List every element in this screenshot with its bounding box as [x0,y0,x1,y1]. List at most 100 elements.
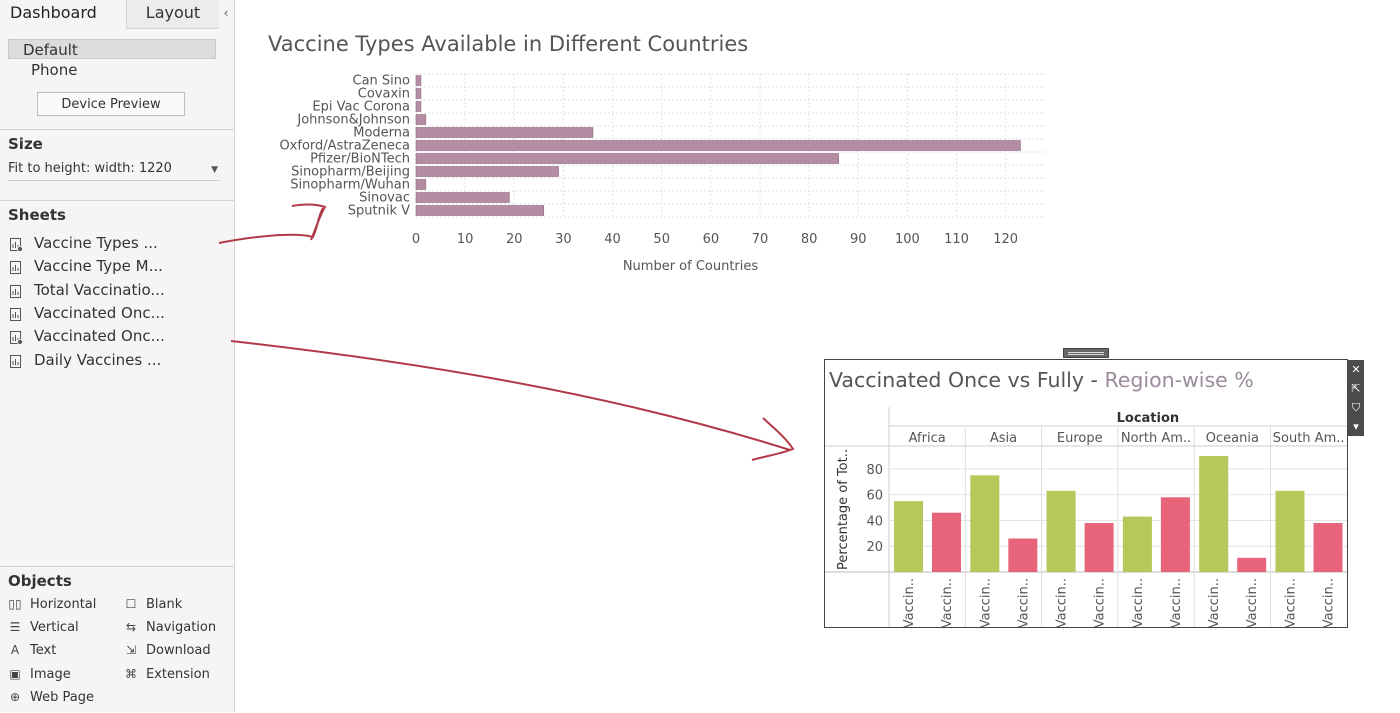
bar [415,166,559,177]
tab-layout[interactable]: Layout [126,0,219,29]
sheet-icon [10,259,22,275]
object-text[interactable]: A Text [8,640,56,660]
sheet-item-label: Total Vaccinatio... [34,280,165,299]
filter-icon[interactable]: ⛉ [1351,401,1361,414]
sheet-item-label: Vaccine Type M... [34,257,163,276]
bar [415,192,510,203]
bar [415,205,545,216]
x-tick-label: 20 [506,232,523,247]
bar [1199,456,1229,572]
object-blank[interactable]: ☐ Blank [124,594,183,614]
x-tick-label: 40 [604,232,621,247]
object-download[interactable]: ⇲ Download [124,640,211,660]
open-sheet-icon[interactable]: ⇱ [1351,382,1361,395]
series-label: Vaccin.. [1169,578,1184,627]
object-label: Blank [146,597,183,612]
more-options-icon[interactable]: ▾ [1353,420,1359,433]
object-label: Web Page [30,690,94,705]
objects-section: Objects [0,566,234,713]
object-web-page[interactable]: ⊕ Web Page [8,687,94,707]
device-preview-button[interactable]: Device Preview [37,92,185,116]
size-section: Size [0,129,234,200]
bar [415,127,594,138]
bar [415,88,422,99]
category-label: Epi Vac Corona [312,100,410,115]
bar [932,512,961,572]
sheet-item-label: Vaccine Types ... [34,234,158,252]
series-label: Vaccin.. [1284,578,1299,627]
collapse-sidebar-icon[interactable]: ‹ [223,6,229,20]
category-label: Covaxin [358,87,410,102]
y-tick-label: 80 [866,463,883,478]
y-tick-label: 20 [866,540,883,555]
sheet-item-label: Vaccinated Onc... [34,303,165,322]
x-tick-label: 0 [412,232,420,247]
sheet-item[interactable]: Vaccinated Onc... [10,325,210,347]
bar [894,501,923,572]
arrow-head-top [291,203,327,241]
close-icon[interactable]: ✕ [1351,363,1361,376]
arrow-to-bottom-chart [230,340,791,451]
x-tick-label: 90 [850,232,867,247]
object-vertical[interactable]: ☰ Vertical [8,617,79,637]
series-label: Vaccin.. [1322,578,1337,627]
sheet-item[interactable]: Total Vaccinatio... [10,279,210,301]
region-label: Africa [909,431,946,446]
series-label: Vaccin.. [1131,578,1146,627]
series-label: Vaccin.. [1055,578,1070,627]
region-chart-subtitle: Region-wise % [1104,368,1254,392]
sheet-icon [10,283,22,298]
sheet-icon [10,353,22,368]
region-label: North Am.. [1121,431,1191,446]
size-dropdown[interactable]: Fit to height: width: 1220 ▼ [8,160,220,181]
object-extension[interactable]: ⌘ Extension [124,664,210,684]
object-label: Navigation [146,620,217,635]
x-tick-label: 60 [703,232,720,247]
tab-dashboard[interactable]: Dashboard [10,3,97,22]
device-phone[interactable]: Phone [31,61,78,79]
series-label: Vaccin.. [1093,578,1108,627]
region-label: Europe [1057,431,1103,446]
download-icon: ⇲ [125,643,137,657]
x-axis-title: Number of Countries [623,259,759,274]
vaccinated-once-vs-fully-chart[interactable]: Vaccinated Once vs Fully - Region-wise %… [824,359,1348,628]
object-horizontal[interactable]: ▯▯ Horizontal [8,594,96,614]
y-tick-label: 40 [866,514,883,529]
bar [415,153,839,164]
sheet-item[interactable]: Vaccine Type M... [10,255,210,277]
sheet-item[interactable]: Vaccinated Onc... [10,302,210,324]
arrow-to-top-chart [218,207,324,244]
series-label: Vaccin.. [978,578,993,627]
category-label: Sinopharm/Wuhan [290,178,410,193]
object-image[interactable]: ▣ Image [8,664,70,684]
sheet-item[interactable]: Vaccine Types ... [10,232,210,254]
move-handle-icon[interactable] [1063,348,1109,358]
bar [415,140,1021,151]
text-icon: A [10,643,20,657]
category-label: Sinovac [359,191,410,206]
bar [415,75,422,86]
sheet-item[interactable]: Daily Vaccines ... [10,349,210,371]
size-title: Size [8,135,43,153]
y-tick-label: 60 [866,489,883,504]
column-header-title: Location [1117,411,1180,426]
sheet-item-label: Daily Vaccines ... [34,350,162,369]
region-label: South Am.. [1273,431,1345,446]
device-default[interactable]: Default [8,39,216,59]
category-label: Can Sino [353,74,411,89]
object-navigation[interactable]: ⇆ Navigation [124,617,216,637]
region-label: Oceania [1206,431,1259,446]
series-label: Vaccin.. [1245,578,1260,627]
x-tick-label: 10 [457,232,474,247]
sheet-item-label: Vaccinated Onc... [34,327,165,346]
bar [1046,490,1076,572]
region-bar-chart: Location 20 40 60 80 Percentage of Tot.. Afric… [825,407,1347,627]
objects-title: Objects [8,572,72,590]
series-label: Vaccin.. [1016,578,1031,627]
object-label: Vertical [30,620,79,635]
bar [1008,538,1038,572]
object-label: Text [30,643,57,658]
x-tick-label: 70 [752,232,769,247]
